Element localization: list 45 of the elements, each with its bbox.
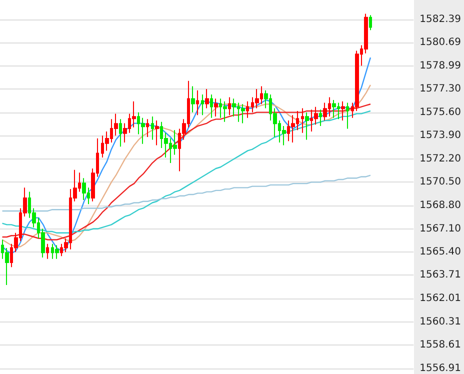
candlestick xyxy=(119,118,122,148)
line-series xyxy=(2,174,372,212)
candlestick xyxy=(205,88,209,109)
y-tick-label: 1577.30 xyxy=(420,84,462,95)
line-series xyxy=(2,84,372,248)
y-tick-label: 1567.10 xyxy=(420,223,462,234)
y-tick-label: 1558.61 xyxy=(420,340,462,351)
candlestick xyxy=(341,100,345,122)
candlestick xyxy=(210,94,213,118)
y-tick-label: 1573.90 xyxy=(420,130,462,142)
candlestick xyxy=(291,114,295,143)
candlestick xyxy=(214,98,218,117)
line-series xyxy=(2,56,372,254)
candlestick xyxy=(369,14,372,31)
candlestick xyxy=(55,244,59,260)
candlestick xyxy=(196,90,199,116)
candlestick xyxy=(305,112,309,140)
y-tick-label: 1563.71 xyxy=(420,270,462,281)
candlestick xyxy=(319,109,322,127)
y-tick-label: 1565.40 xyxy=(420,246,462,258)
y-tick-label: 1575.60 xyxy=(420,106,462,118)
candlestick xyxy=(191,86,195,113)
candlestick xyxy=(46,243,49,260)
candlestick xyxy=(201,94,204,116)
candlestick xyxy=(146,118,149,138)
candlestick xyxy=(151,116,154,140)
y-tick-label: 1560.31 xyxy=(420,316,462,328)
candlestick xyxy=(82,178,86,201)
candlestick xyxy=(241,104,245,124)
y-tick-label: 1562.01 xyxy=(420,293,462,304)
candlestick xyxy=(255,88,259,109)
y-tick-label: 1580.69 xyxy=(420,37,462,48)
y-tick-label: 1568.80 xyxy=(420,200,462,211)
candlestick xyxy=(332,100,336,118)
candlestick xyxy=(246,100,249,118)
candlestick xyxy=(155,120,159,146)
candlestick xyxy=(223,100,227,122)
y-tick-label: 1572.20 xyxy=(420,153,462,164)
y-tick-label: 1570.50 xyxy=(420,176,462,188)
y-tick-label: 1582.39 xyxy=(420,14,462,25)
candlestick xyxy=(228,96,231,116)
candlestick xyxy=(301,108,304,134)
candlestick xyxy=(346,102,349,130)
y-tick-label: 1556.91 xyxy=(420,362,462,374)
y-tick-label: 1578.99 xyxy=(420,60,462,72)
